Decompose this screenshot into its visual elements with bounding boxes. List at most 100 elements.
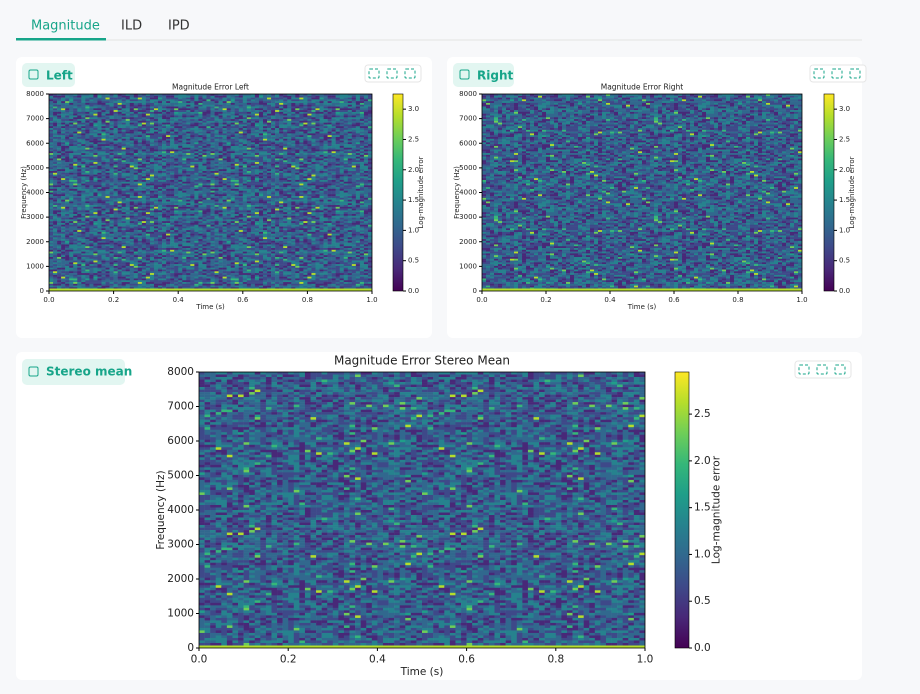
y-tick-label: 8000 [459, 90, 477, 98]
x-tick-label: 0.6 [458, 653, 475, 665]
toolbar-button[interactable] [386, 68, 398, 79]
image-icon [28, 69, 39, 80]
panel-badge [453, 63, 514, 87]
heatmap-low-band [482, 288, 802, 291]
x-axis-label: Time (s) [400, 666, 444, 678]
x-tick-label: 0.4 [604, 296, 616, 304]
toolbar [809, 64, 867, 83]
y-tick-label: 5000 [26, 164, 44, 172]
x-tick-label: 0.2 [540, 296, 551, 304]
chart-title: Magnitude Error Left [172, 82, 249, 91]
panel-label: Right [477, 69, 513, 83]
heatmap-image [199, 372, 645, 648]
y-tick-label: 6000 [459, 139, 477, 147]
y-tick-label: 7000 [26, 115, 44, 123]
colorbar [823, 93, 835, 292]
x-tick-label: 0.2 [280, 653, 297, 665]
x-axis-label: Time (s) [195, 303, 225, 311]
colorbar-tick-label: 2.5 [839, 135, 850, 143]
y-tick-label: 1000 [459, 262, 477, 270]
x-tick-label: 0.6 [237, 296, 249, 304]
chart-title: Magnitude Error Stereo Mean [334, 354, 510, 368]
colorbar-tick-label: 0.5 [839, 257, 850, 265]
colorbar-tick-label: 1.0 [408, 226, 419, 234]
toolbar-button[interactable] [849, 68, 861, 79]
tab[interactable]: Magnitude [31, 19, 100, 34]
colorbar-tick-label: 3.0 [839, 105, 850, 113]
y-tick-label: 3000 [459, 213, 477, 221]
y-tick-label: 2000 [459, 238, 477, 246]
panel-badge [22, 63, 75, 87]
y-tick-label: 5000 [167, 470, 194, 482]
y-axis-label: Frequency (Hz) [20, 166, 28, 219]
toolbar-button[interactable] [834, 364, 846, 375]
x-axis-label: Time (s) [627, 303, 657, 311]
y-tick-label: 8000 [26, 90, 44, 98]
y-tick-label: 3000 [26, 213, 44, 221]
colorbar-label: Log-magnitude error [848, 156, 856, 228]
panel-label: Stereo mean [46, 365, 132, 379]
x-tick-label: 0.2 [108, 296, 119, 304]
y-tick-label: 2000 [26, 238, 44, 246]
panel-badge [22, 359, 125, 385]
heatmap-image [49, 94, 372, 291]
y-tick-label: 6000 [26, 139, 44, 147]
heatmap-low-band [49, 288, 372, 291]
y-tick-label: 1000 [167, 608, 194, 620]
y-tick-label: 6000 [167, 435, 194, 447]
colorbar-tick-label: 3.0 [408, 105, 419, 113]
y-tick-label: 1000 [26, 262, 44, 270]
toolbar-button[interactable] [816, 364, 828, 375]
toolbar-button[interactable] [368, 68, 380, 79]
y-tick-label: 7000 [167, 401, 194, 413]
toolbar [794, 360, 852, 379]
tab[interactable]: IPD [168, 19, 190, 34]
panel-label: Left [46, 69, 73, 83]
y-tick-label: 2000 [167, 573, 194, 585]
colorbar [392, 93, 404, 292]
y-tick-label: 0 [473, 287, 477, 295]
colorbar-tick-label: 0.0 [694, 642, 711, 654]
y-tick-label: 4000 [26, 189, 44, 197]
x-tick-label: 0.0 [476, 296, 487, 304]
y-tick-label: 3000 [167, 539, 194, 551]
y-axis-label: Frequency (Hz) [155, 470, 167, 549]
toolbar-button[interactable] [831, 68, 843, 79]
toolbar-button[interactable] [798, 364, 810, 375]
x-tick-label: 1.0 [796, 296, 807, 304]
colorbar-tick-label: 1.5 [408, 196, 419, 204]
colorbar-label: Log-magnitude error [417, 156, 425, 228]
colorbar-tick-label: 0.5 [408, 257, 419, 265]
x-tick-label: 0.0 [43, 296, 54, 304]
tab[interactable]: ILD [121, 19, 142, 34]
y-tick-label: 4000 [459, 189, 477, 197]
image-icon [28, 366, 39, 377]
y-tick-label: 7000 [459, 115, 477, 123]
colorbar-label: Log-magnitude error [710, 455, 722, 564]
colorbar-tick-label: 2.0 [694, 455, 711, 467]
x-tick-label: 0.6 [668, 296, 680, 304]
x-tick-label: 0.0 [191, 653, 208, 665]
colorbar-tick-label: 1.5 [694, 502, 711, 514]
heatmap-image [482, 94, 802, 291]
x-tick-label: 0.4 [369, 653, 386, 665]
colorbar-tick-label: 1.5 [839, 196, 850, 204]
x-tick-label: 0.8 [302, 296, 313, 304]
active-tab-indicator [16, 38, 106, 41]
x-tick-label: 1.0 [637, 653, 654, 665]
y-tick-label: 5000 [459, 164, 477, 172]
image-icon [459, 69, 470, 80]
x-tick-label: 0.8 [732, 296, 743, 304]
colorbar-tick-label: 1.0 [694, 548, 711, 560]
colorbar-tick-label: 0.0 [408, 287, 419, 295]
heatmap-low-band [199, 645, 645, 648]
toolbar-button[interactable] [813, 68, 825, 79]
toolbar [364, 64, 422, 83]
x-tick-label: 0.4 [173, 296, 185, 304]
toolbar-button[interactable] [404, 68, 416, 79]
y-tick-label: 4000 [167, 504, 194, 516]
colorbar-tick-label: 1.0 [839, 226, 850, 234]
colorbar-tick-label: 0.0 [839, 287, 850, 295]
y-tick-label: 0 [187, 642, 194, 654]
colorbar-tick-label: 2.5 [694, 408, 711, 420]
